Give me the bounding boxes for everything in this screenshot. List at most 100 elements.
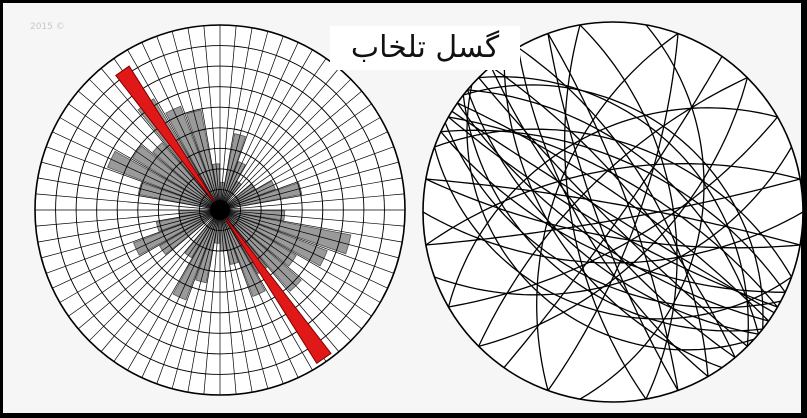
rose-spoke [219, 209, 237, 395]
rose-spoke [219, 146, 394, 211]
rose-spoke [219, 25, 237, 211]
rose-spoke [88, 78, 221, 211]
rose-spoke [46, 209, 221, 274]
rose-spoke [219, 177, 403, 211]
great-circle [478, 77, 748, 347]
great-circle [451, 110, 775, 314]
great-circle [517, 46, 709, 377]
rose-spoke [219, 209, 284, 384]
rose-spoke [219, 209, 362, 330]
rose-spoke [219, 209, 299, 378]
rose-spoke [219, 117, 381, 211]
great-circle [463, 84, 764, 330]
rose-spoke [59, 117, 221, 211]
rose-diagram [34, 24, 406, 396]
great-circle [579, 24, 705, 400]
rose-spoke [219, 209, 352, 342]
great-circle [457, 102, 770, 322]
rose-spoke [203, 209, 221, 395]
great-circle [478, 77, 749, 348]
great-circle [490, 65, 736, 358]
rose-spoke [37, 209, 221, 243]
figure-title: گسل تلخاب [330, 26, 520, 70]
great-circle [547, 33, 679, 391]
great-circle [547, 33, 679, 391]
rose-spoke [141, 209, 221, 378]
rose-spoke [100, 68, 221, 211]
rose-spoke [187, 27, 221, 211]
rose-spoke [156, 36, 221, 211]
rose-spoke [219, 42, 299, 211]
rose-spoke [219, 78, 352, 211]
rose-spoke [41, 209, 221, 259]
great-circle [448, 116, 778, 308]
great-circle [466, 84, 755, 351]
great-circle [448, 116, 778, 308]
rose-spoke [100, 209, 221, 352]
rose-spoke [127, 49, 221, 211]
great-circle [456, 102, 769, 322]
great-circle [536, 32, 679, 391]
great-circle [517, 47, 709, 377]
rose-spoke [219, 209, 399, 259]
faint-stamp: 2015 © [30, 22, 65, 32]
rose-spoke [219, 193, 405, 211]
rose-spoke [219, 209, 381, 303]
rose-spoke [52, 209, 221, 289]
rose-spoke [219, 209, 372, 317]
great-circle [467, 89, 760, 335]
rose-spoke [35, 193, 221, 211]
rose-spoke [219, 209, 405, 227]
great-circle [564, 24, 647, 400]
great-circle [503, 56, 723, 369]
great-circle [448, 116, 778, 308]
rose-spoke [219, 209, 253, 393]
great-circle [425, 163, 801, 246]
rose-spoke [203, 25, 221, 211]
rose-spoke [46, 146, 221, 211]
stereonet [422, 21, 804, 403]
stereonet-outline [422, 21, 804, 403]
rose-spoke [219, 209, 394, 274]
rose-spoke [171, 31, 221, 211]
great-circle [547, 33, 679, 391]
rose-spoke [219, 209, 340, 352]
rose-spoke [88, 209, 221, 342]
rose-spoke [68, 103, 221, 211]
rose-center [210, 200, 230, 220]
rose-spoke [219, 27, 253, 211]
great-circle [579, 24, 678, 400]
rose-spoke [78, 90, 221, 211]
rose-spoke [113, 209, 221, 362]
rose-spoke [171, 209, 221, 389]
great-circle [434, 146, 793, 296]
great-circle [503, 56, 723, 369]
rose-spoke [219, 58, 327, 211]
rose-spoke [59, 209, 221, 303]
rose-spoke [219, 90, 362, 211]
great-circle [444, 122, 781, 309]
great-circle [433, 146, 792, 320]
great-circle [425, 178, 801, 246]
rose-spoke [219, 68, 340, 211]
rose-dominant-petal [115, 65, 221, 211]
rose-spoke [219, 49, 313, 211]
rose-dominant-petal [219, 209, 332, 365]
great-circle [466, 89, 759, 335]
rose-spoke [219, 209, 388, 289]
rose-spoke [68, 209, 221, 317]
rose-spoke [219, 103, 372, 211]
rose-spoke [35, 209, 221, 227]
rose-outline [34, 24, 406, 396]
great-circle [462, 94, 763, 332]
great-circle [423, 211, 803, 264]
rose-spoke [219, 209, 403, 243]
great-circle [447, 107, 778, 308]
rose-spoke [219, 131, 388, 211]
rose-spoke [78, 209, 221, 330]
rose-spoke [127, 209, 221, 371]
rose-spoke [219, 161, 399, 211]
rose-spoke [219, 209, 269, 389]
rose-spoke [187, 209, 221, 393]
